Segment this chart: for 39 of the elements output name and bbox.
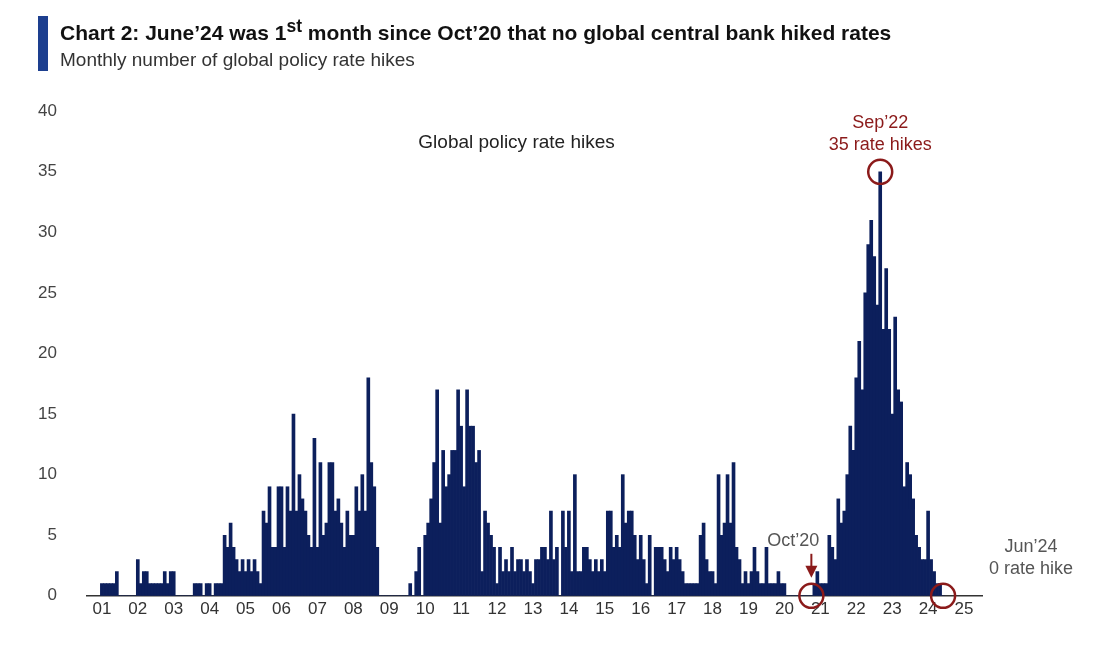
x-tick-label: 25 <box>954 598 974 618</box>
x-tick-label: 19 <box>739 598 758 618</box>
text: Global policy rate hikes <box>418 131 615 153</box>
x-tick-label: 21 <box>810 598 830 618</box>
x-tick-label: 07 <box>307 598 327 618</box>
x-tick-label: 17 <box>667 598 687 618</box>
y-tick-label: 15 <box>37 403 57 423</box>
x-tick-label: 03 <box>164 598 184 618</box>
x-tick-label: 23 <box>882 598 902 618</box>
y-tick-label: 25 <box>37 282 57 302</box>
x-tick-label: 15 <box>595 598 615 618</box>
x-tick-label: 13 <box>523 598 543 618</box>
x-tick-label: 06 <box>272 598 291 618</box>
chart-subtitle: Monthly number of global policy rate hikes <box>60 49 416 71</box>
chart-title: Chart 2: June’24 was 1$^{st}$ month since Oct’20 that no global central bank hiked rates <box>60 16 892 45</box>
x-tick-label: 14 <box>559 598 579 618</box>
x-tick-label: 12 <box>487 598 507 618</box>
x-tick-label: 18 <box>703 598 723 618</box>
x-tick-label: 01 <box>92 598 112 618</box>
x-tick-label: 04 <box>200 598 220 618</box>
x-tick-label: 20 <box>774 598 794 618</box>
y-tick-label: 20 <box>37 343 57 363</box>
y-tick-label: 5 <box>47 524 57 544</box>
x-tick-label: 16 <box>631 598 651 618</box>
y-tick-label: 10 <box>37 464 57 484</box>
annotation: Jun’24 0 rate hike <box>989 535 1074 578</box>
x-tick-label: 08 <box>343 598 363 618</box>
x-tick-label: 09 <box>379 598 399 618</box>
x-tick-label: 10 <box>415 598 435 618</box>
y-tick-label: 40 <box>37 100 57 120</box>
y-tick-label: 0 <box>47 585 57 605</box>
y-tick-label: 30 <box>37 222 57 242</box>
x-tick-label: 05 <box>236 598 256 618</box>
x-tick-label: 22 <box>846 598 866 618</box>
annotation: Oct’20 <box>767 529 820 550</box>
annotation: Sep’22 35 rate hikes <box>828 111 932 154</box>
x-tick-label: 11 <box>452 598 470 618</box>
x-tick-label: 02 <box>128 598 148 618</box>
y-tick-label: 35 <box>37 161 57 181</box>
